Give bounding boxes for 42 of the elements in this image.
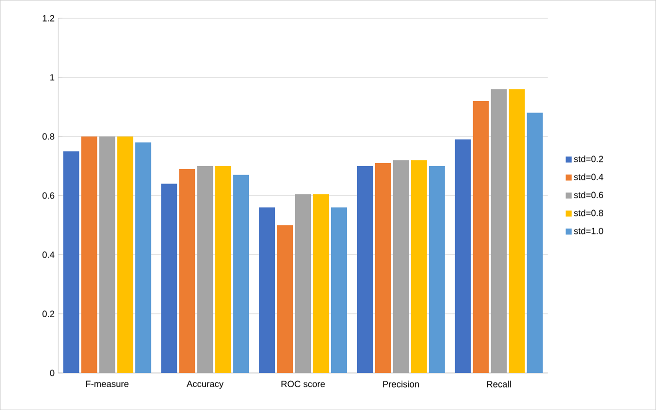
y-tick-label: 0.6	[42, 192, 54, 199]
bar	[356, 166, 373, 373]
bar	[259, 207, 276, 373]
bar	[392, 160, 409, 373]
bar	[63, 151, 80, 373]
x-tick-label: Precision	[383, 380, 419, 388]
bar	[295, 194, 312, 373]
bar	[197, 166, 214, 373]
bar	[161, 184, 178, 373]
bar	[233, 174, 250, 373]
bar	[215, 166, 232, 373]
y-tick-label: 0.8	[42, 133, 54, 140]
x-tick-label: ROC score	[282, 380, 325, 388]
bar	[410, 160, 427, 373]
legend-label: std=0.4	[574, 173, 604, 180]
legend-label: std=0.6	[574, 192, 604, 198]
y-tick-label: 0.2	[42, 310, 54, 317]
bar	[135, 142, 152, 373]
x-tick-label: Recall	[487, 380, 511, 388]
bar	[179, 168, 196, 373]
bar	[277, 225, 294, 373]
x-tick-label: F-measure	[86, 380, 128, 387]
bar	[428, 166, 445, 373]
bar	[313, 194, 329, 373]
bar	[374, 162, 391, 373]
legend-label: std=0.8	[574, 210, 604, 216]
y-tick-label: 1	[50, 74, 54, 80]
bar	[454, 139, 471, 373]
x-tick-label: Accuracy	[186, 380, 224, 389]
y-tick-label: 1.2	[42, 14, 54, 22]
bar	[99, 136, 116, 373]
bar	[472, 100, 489, 373]
y-tick-label: 0	[50, 370, 54, 376]
legend-label: std=0.2	[574, 155, 604, 162]
y-tick-label: 0.4	[42, 251, 54, 258]
bar	[331, 207, 347, 373]
legend-label: std=1.0	[574, 228, 604, 234]
bar	[117, 136, 134, 373]
bar	[81, 136, 98, 373]
bar	[526, 112, 543, 373]
bar	[508, 89, 525, 373]
bar	[490, 89, 507, 373]
